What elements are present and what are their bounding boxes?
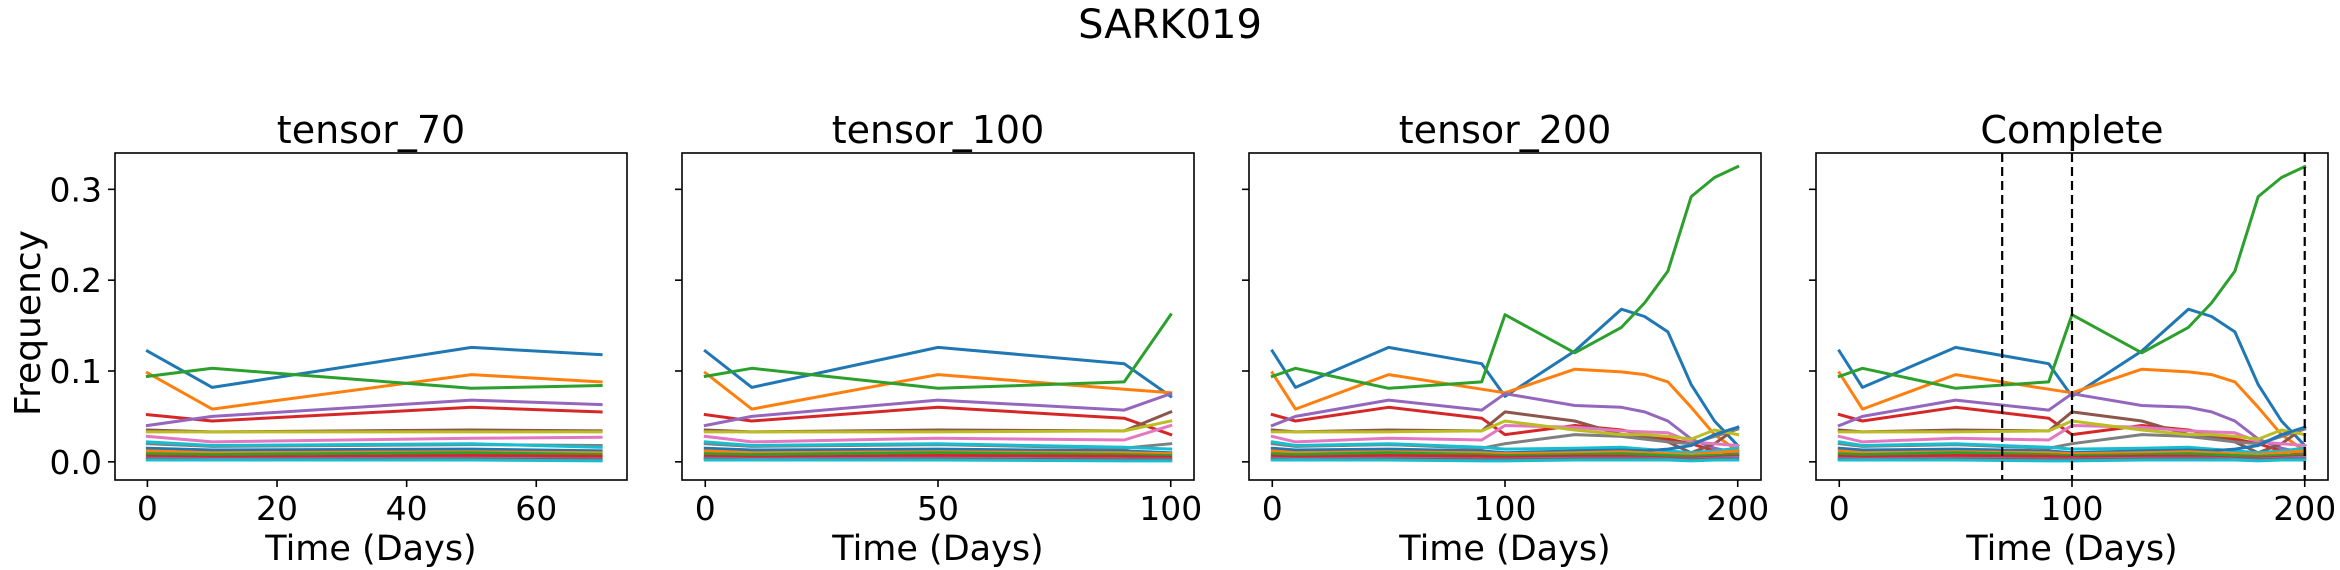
subplot-1: 0 20 40 60 0.0 0.1 0.2 0.3 tensor_70 Time (Days) bbox=[50, 108, 628, 569]
series-line-3 bbox=[1837, 164, 2307, 390]
series-line-3 bbox=[1270, 164, 1740, 390]
y-tick-label: 0.3 bbox=[50, 170, 102, 209]
axes-frame bbox=[114, 152, 628, 481]
series-line-2 bbox=[703, 370, 1173, 411]
plot-area bbox=[1270, 164, 1740, 463]
series-line-13 bbox=[703, 451, 1173, 458]
x-tick-label: 200 bbox=[1706, 489, 1769, 528]
x-tick-label: 200 bbox=[2273, 489, 2336, 528]
x-axis-label: Time (Days) bbox=[1965, 529, 2177, 569]
series-line-3 bbox=[145, 366, 603, 390]
series-line-3 bbox=[703, 312, 1173, 390]
x-tick-label: 20 bbox=[256, 489, 298, 528]
series-line-17 bbox=[703, 458, 1173, 463]
series-line-11 bbox=[703, 446, 1173, 455]
plot-area bbox=[1837, 153, 2307, 480]
series-line-9 bbox=[1837, 419, 2307, 441]
series-line-13 bbox=[1837, 451, 2307, 458]
series-line-11 bbox=[1270, 425, 1740, 455]
y-tick-label: 0.1 bbox=[50, 352, 102, 391]
x-tick-label: 0 bbox=[695, 489, 716, 528]
x-tick-label: 100 bbox=[1474, 489, 1537, 528]
series-line-11 bbox=[145, 446, 603, 453]
series-line-17 bbox=[1270, 458, 1740, 463]
subplot-4: 0 100 200 Complete Time (Days) bbox=[1809, 108, 2336, 569]
y-tick-label: 0.0 bbox=[50, 443, 102, 482]
subplot-2: 0 50 100 tensor_100 Time (Days) bbox=[675, 108, 1202, 569]
series-line-1 bbox=[1837, 307, 2307, 448]
subplot-title: tensor_200 bbox=[1399, 108, 1612, 152]
series-line-14 bbox=[145, 454, 603, 459]
y-tick-label: 0.2 bbox=[50, 261, 102, 300]
series-line-11 bbox=[1837, 425, 2307, 455]
series-line-14 bbox=[703, 454, 1173, 459]
series-line-10 bbox=[1270, 440, 1740, 455]
x-tick-label: 40 bbox=[386, 489, 428, 528]
series-line-17 bbox=[145, 458, 603, 463]
x-axis-label: Time (Days) bbox=[831, 529, 1043, 569]
series-line-2 bbox=[145, 370, 603, 411]
series-line-9 bbox=[1270, 419, 1740, 441]
subplot-title: Complete bbox=[1980, 108, 2163, 152]
series-line-5 bbox=[145, 398, 603, 428]
x-tick-label: 50 bbox=[917, 489, 959, 528]
series-line-2 bbox=[1837, 367, 2307, 453]
series-line-5 bbox=[1837, 392, 2307, 455]
series-line-10 bbox=[703, 440, 1173, 451]
plot-area bbox=[703, 312, 1173, 463]
figure-suptitle: SARK019 bbox=[1078, 2, 1262, 48]
series-line-1 bbox=[1270, 307, 1740, 448]
subplot-title: tensor_70 bbox=[277, 108, 465, 152]
series-line-4 bbox=[145, 405, 603, 423]
series-line-1 bbox=[703, 345, 1173, 399]
series-line-10 bbox=[1837, 440, 2307, 455]
subplot-title: tensor_100 bbox=[832, 108, 1045, 152]
x-tick-label: 0 bbox=[1829, 489, 1850, 528]
x-axis-label: Time (Days) bbox=[1398, 529, 1610, 569]
x-tick-label: 60 bbox=[515, 489, 557, 528]
figure-y-axis-label: Frequency bbox=[8, 230, 49, 416]
subplot-3: 0 100 200 tensor_200 Time (Days) bbox=[1242, 108, 1769, 569]
series-line-2 bbox=[1270, 367, 1740, 453]
series-line-7 bbox=[703, 423, 1173, 444]
x-axis-label: Time (Days) bbox=[264, 529, 476, 569]
series-line-10 bbox=[145, 440, 603, 449]
series-line-5 bbox=[703, 391, 1173, 428]
plot-area bbox=[145, 345, 603, 463]
series-line-5 bbox=[1270, 392, 1740, 455]
series-line-13 bbox=[145, 451, 603, 457]
series-line-9 bbox=[703, 419, 1173, 434]
x-tick-label: 0 bbox=[1262, 489, 1283, 528]
x-tick-label: 100 bbox=[2041, 489, 2104, 528]
series-line-13 bbox=[1270, 451, 1740, 458]
x-tick-label: 100 bbox=[1139, 489, 1202, 528]
series-line-7 bbox=[145, 434, 603, 444]
series-line-1 bbox=[145, 345, 603, 389]
series-line-17 bbox=[1837, 458, 2307, 463]
x-tick-label: 0 bbox=[137, 489, 158, 528]
